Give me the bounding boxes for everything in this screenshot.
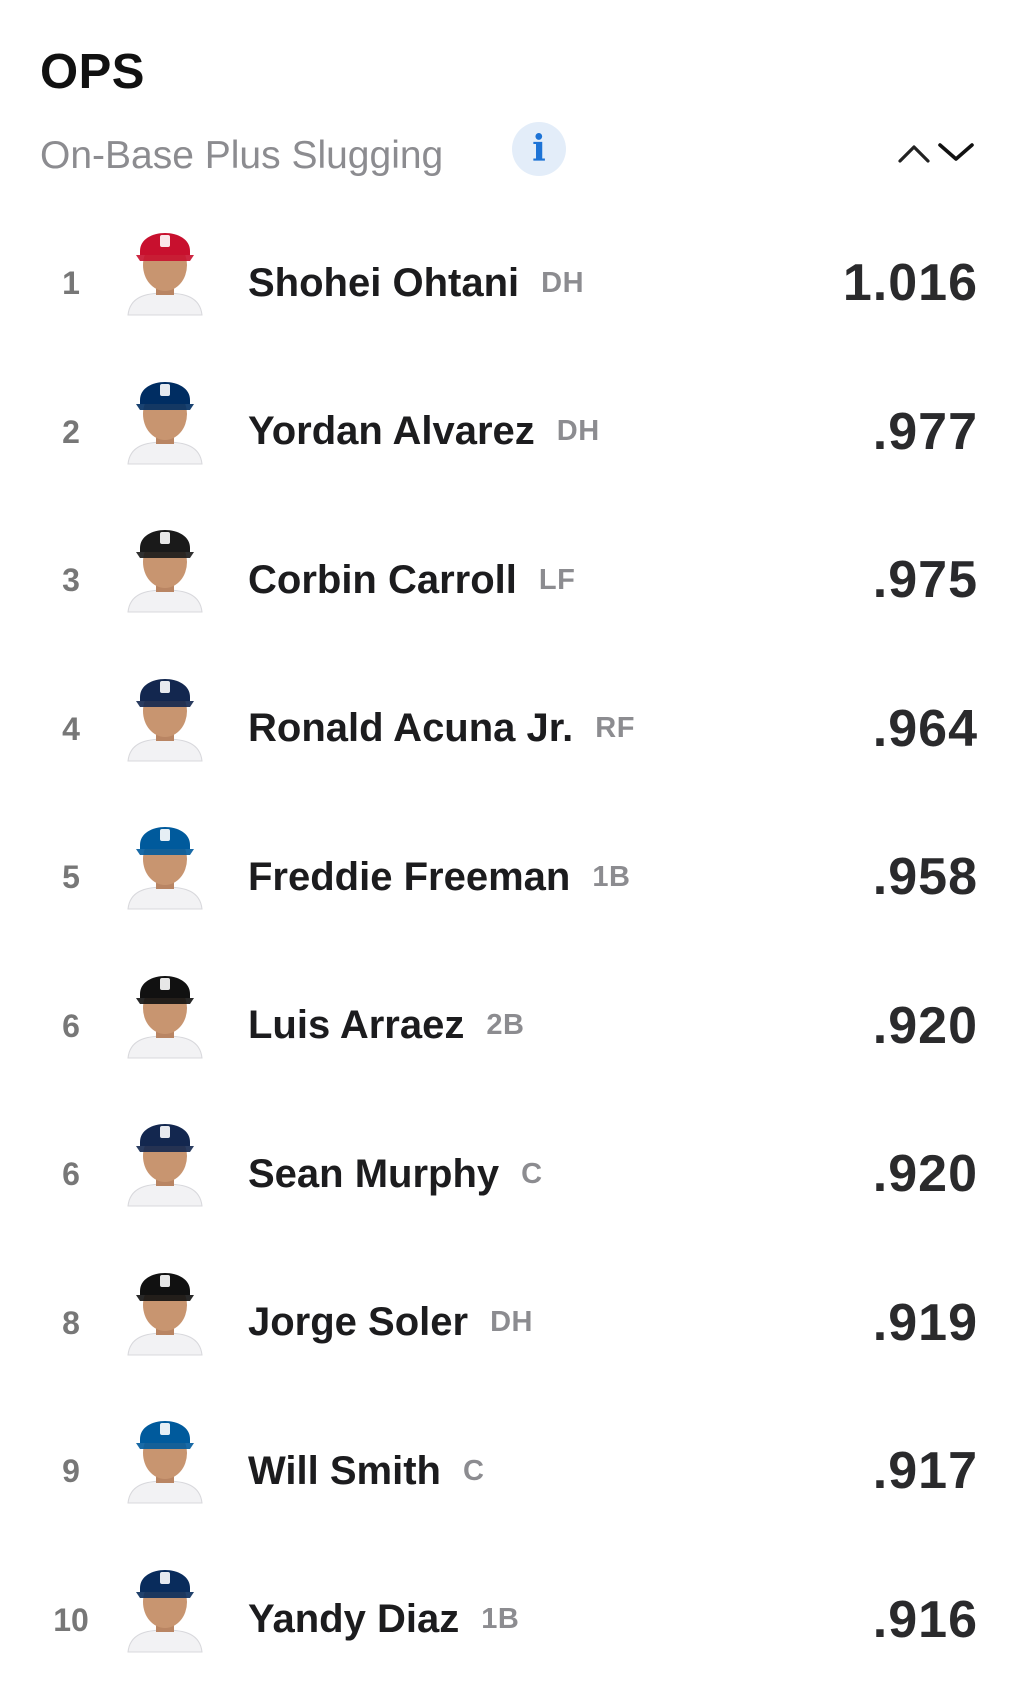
stat-title: OPS (40, 45, 145, 99)
player-ops-value: .916 (872, 1590, 978, 1649)
player-name[interactable]: Jorge Soler (248, 1300, 469, 1344)
info-glyph: i (532, 128, 546, 170)
player-name-group: Yordan Alvarez DH (248, 358, 600, 506)
player-rank: 1 (62, 265, 80, 301)
player-rank: 6 (62, 1007, 80, 1044)
player-rank: 8 (62, 1304, 80, 1341)
player-headshot-icon[interactable] (120, 960, 210, 1060)
player-rank: 5 (62, 859, 80, 895)
player-ops-value: .917 (872, 1442, 978, 1500)
player-name-group: Shohei Ohtani DH (248, 209, 584, 357)
player-name-group: Will Smith C (248, 1397, 484, 1545)
player-ops-value: .975 (872, 551, 978, 609)
player-row[interactable]: 9 Will Smith C .917 (0, 1397, 1024, 1546)
player-name[interactable]: Ronald Acuna Jr. (248, 706, 574, 750)
player-ops-value: .977 (872, 402, 978, 461)
player-position: 1B (592, 860, 631, 893)
player-row[interactable]: 5 Freddie Freeman 1B .958 (0, 803, 1024, 952)
player-headshot-icon[interactable] (120, 366, 210, 466)
player-row[interactable]: 4 Ronald Acuna Jr. RF .964 (0, 655, 1024, 804)
player-headshot-icon[interactable] (120, 663, 210, 763)
player-row[interactable]: 6 Luis Arraez 2B .920 (0, 952, 1024, 1101)
info-icon[interactable]: i (512, 122, 566, 176)
player-rank: 10 (53, 1601, 89, 1638)
player-name[interactable]: Freddie Freeman (248, 854, 571, 899)
player-ops-value: .919 (872, 1293, 978, 1352)
player-headshot-icon[interactable] (120, 1554, 210, 1654)
player-row[interactable]: 1 Shohei Ohtani DH 1.016 (0, 209, 1024, 358)
player-rank: 9 (62, 1453, 80, 1489)
player-name[interactable]: Yandy Diaz (248, 1597, 460, 1641)
player-position: LF (538, 563, 576, 596)
player-position: C (462, 1454, 485, 1487)
player-headshot-icon[interactable] (120, 1405, 210, 1505)
subtitle-row: On-Base Plus Slugging i (40, 122, 984, 182)
player-row[interactable]: 6 Sean Murphy C .920 (0, 1100, 1024, 1249)
player-row[interactable]: 2 Yordan Alvarez DH .977 (0, 358, 1024, 507)
player-name-group: Jorge Soler DH (248, 1249, 533, 1397)
player-ops-value: .920 (872, 996, 978, 1055)
stat-subtitle: On-Base Plus Slugging (40, 134, 444, 177)
player-name[interactable]: Shohei Ohtani (248, 260, 520, 305)
player-name-group: Freddie Freeman 1B (248, 803, 630, 951)
player-position: DH (541, 266, 585, 299)
player-position: DH (490, 1306, 533, 1338)
player-row[interactable]: 8 Jorge Soler DH .919 (0, 1249, 1024, 1398)
player-name[interactable]: Will Smith (248, 1448, 441, 1493)
player-name-group: Ronald Acuna Jr. RF (248, 655, 635, 803)
player-position: 2B (486, 1009, 525, 1041)
player-name[interactable]: Corbin Carroll (248, 557, 517, 602)
player-headshot-icon[interactable] (120, 514, 210, 614)
player-name[interactable]: Yordan Alvarez (248, 409, 535, 453)
player-ops-value: .958 (872, 848, 978, 906)
player-headshot-icon[interactable] (120, 1257, 210, 1357)
player-rank: 3 (62, 562, 80, 598)
player-list: 1 Shohei Ohtani DH 1.016 2 Yordan Alvarez DH .9… (0, 209, 1024, 1694)
sort-toggle-icon[interactable] (896, 136, 978, 166)
player-ops-value: .920 (872, 1145, 978, 1203)
player-name[interactable]: Luis Arraez (248, 1003, 465, 1047)
player-rank: 4 (62, 710, 80, 747)
player-rank: 6 (62, 1156, 80, 1192)
player-ops-value: 1.016 (842, 254, 978, 312)
player-name-group: Yandy Diaz 1B (248, 1546, 519, 1694)
player-position: DH (556, 415, 600, 447)
player-name-group: Corbin Carroll LF (248, 506, 575, 654)
player-headshot-icon[interactable] (120, 811, 210, 911)
player-position: 1B (481, 1603, 520, 1635)
player-name-group: Sean Murphy C (248, 1100, 543, 1248)
player-ops-value: .964 (872, 699, 978, 758)
player-position: RF (595, 712, 635, 744)
player-position: C (521, 1157, 543, 1190)
player-name-group: Luis Arraez 2B (248, 952, 524, 1100)
player-headshot-icon[interactable] (120, 1108, 210, 1208)
player-rank: 2 (62, 413, 80, 450)
player-headshot-icon[interactable] (120, 217, 210, 317)
player-row[interactable]: 10 Yandy Diaz 1B .916 (0, 1546, 1024, 1695)
player-row[interactable]: 3 Corbin Carroll LF .975 (0, 506, 1024, 655)
player-name[interactable]: Sean Murphy (248, 1151, 500, 1196)
